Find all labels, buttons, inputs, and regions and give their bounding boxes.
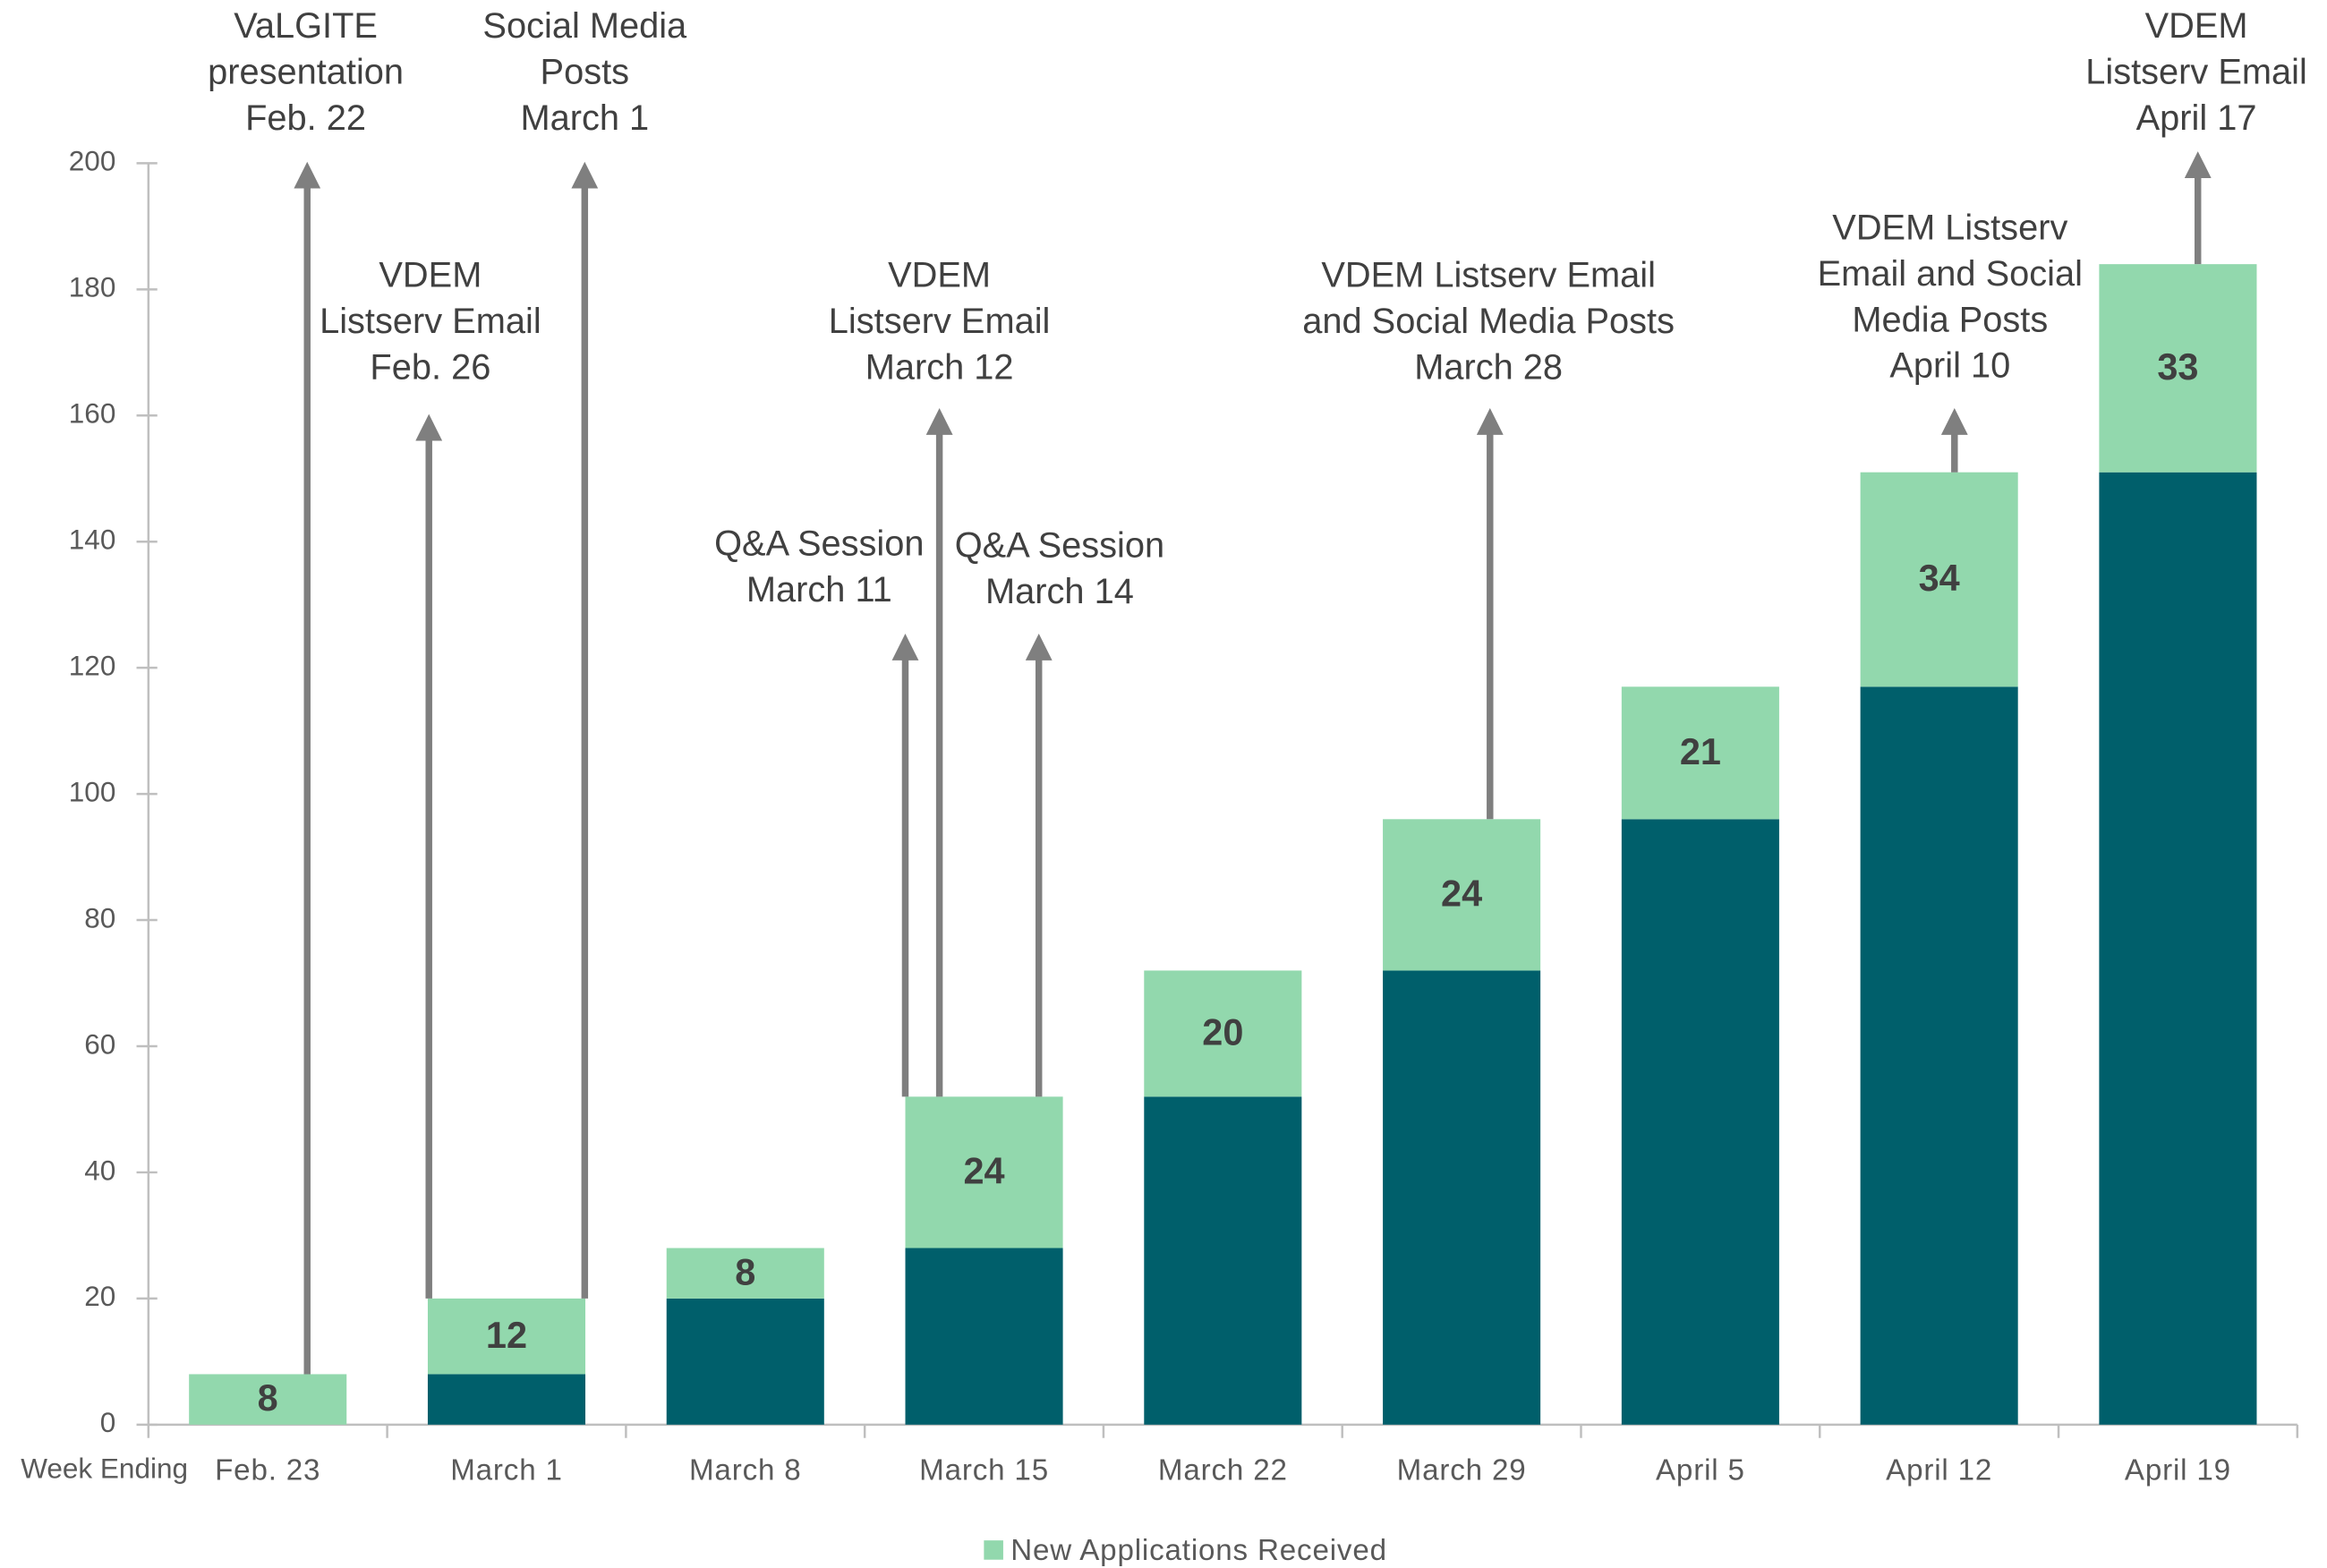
data-label: 33: [2157, 345, 2198, 388]
bar-segment: [666, 1248, 824, 1299]
y-tick-label: 40: [84, 1154, 115, 1186]
y-tick-label: 200: [69, 145, 116, 177]
annotation-text: VDEM: [2145, 6, 2248, 46]
data-label: 12: [486, 1314, 527, 1356]
bar-segment: [1383, 970, 1541, 1425]
annotation-text: Media Posts: [1852, 300, 2048, 339]
annotation-text: Email and Social: [1818, 254, 2083, 294]
annotation-text: Social Media: [482, 6, 687, 46]
annotation-text: presentation: [208, 52, 404, 91]
annotation-text: Listserv Email: [320, 302, 541, 341]
data-label: 24: [1441, 872, 1482, 914]
annotation-text: Q&A Session: [714, 524, 924, 564]
annotation-text: Feb. 22: [245, 98, 366, 138]
bar-segment: [427, 1374, 586, 1425]
data-label: 8: [258, 1376, 278, 1419]
annotation-text: March 12: [865, 347, 1014, 387]
y-tick-label: 80: [84, 901, 115, 933]
bar-segment: [2099, 264, 2257, 473]
x-axis-label: Week Ending: [21, 1453, 188, 1485]
x-tick-label: March 15: [919, 1454, 1049, 1487]
y-tick-label: 160: [69, 397, 116, 430]
annotation-text: March 14: [985, 572, 1134, 611]
bar-segment: [1144, 1096, 1302, 1425]
annotation-text: VaLGITE: [234, 6, 378, 46]
x-tick-label: April 12: [1886, 1454, 1992, 1487]
bar-segment: [427, 1298, 586, 1375]
annotation-text: March 1: [520, 98, 649, 138]
y-tick-label: 100: [69, 775, 116, 807]
x-tick-label: March 1: [450, 1454, 563, 1487]
bar-segment: [1621, 819, 1779, 1425]
bar-segment: [1144, 970, 1302, 1097]
data-label: 20: [1202, 1011, 1243, 1053]
bar-segment: [905, 1096, 1063, 1248]
bar-segment: [1383, 819, 1541, 971]
annotation-text: March 11: [746, 570, 892, 609]
y-tick-label: 140: [69, 524, 116, 556]
x-tick-label: April 5: [1656, 1454, 1745, 1487]
x-tick-label: April 19: [2125, 1454, 2231, 1487]
annotation-text: VDEM Listserv Email: [1321, 256, 1656, 295]
y-tick-label: 20: [84, 1280, 115, 1312]
y-tick-label: 0: [100, 1406, 116, 1438]
annotation-text: VDEM: [888, 256, 991, 295]
bar-segment: [666, 1298, 824, 1425]
x-tick-label: March 8: [689, 1454, 802, 1487]
y-tick-label: 60: [84, 1027, 115, 1060]
data-label: 8: [735, 1250, 755, 1292]
annotation-text: April 17: [2136, 98, 2257, 138]
annotation-text: VDEM: [379, 256, 482, 295]
annotation-text: Posts: [541, 52, 630, 91]
legend-swatch: [984, 1540, 1003, 1560]
annotation-text: Feb. 26: [370, 347, 490, 387]
x-tick-label: March 22: [1158, 1454, 1288, 1487]
bar-segment: [1860, 686, 2018, 1425]
bar-segment: [1860, 472, 2018, 687]
annotation-text: April 10: [1889, 346, 2010, 386]
annotation-text: and Social Media Posts: [1302, 302, 1675, 341]
bar-segment: [905, 1248, 1063, 1425]
data-label: 21: [1680, 730, 1721, 772]
annotation-text: Listserv Email: [2085, 52, 2307, 91]
annotation-text: VDEM Listserv: [1832, 209, 2067, 248]
bar-segment: [1621, 686, 1779, 820]
bar-segment: [2099, 472, 2257, 1425]
data-label: 34: [1919, 557, 1960, 599]
y-tick-label: 120: [69, 649, 116, 681]
legend-label: New Applications Received: [1010, 1534, 1387, 1567]
x-tick-label: March 29: [1397, 1454, 1527, 1487]
bar-segment: [189, 1374, 347, 1425]
data-label: 24: [964, 1150, 1005, 1192]
annotation-text: March 28: [1414, 347, 1563, 387]
annotation-text: Q&A Session: [955, 525, 1164, 565]
x-tick-label: Feb. 23: [215, 1454, 320, 1487]
annotation-text: Listserv Email: [829, 302, 1051, 341]
y-tick-label: 180: [69, 271, 116, 303]
